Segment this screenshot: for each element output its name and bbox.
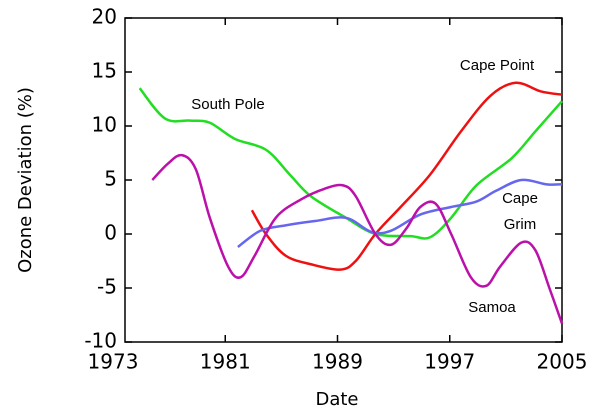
series-line xyxy=(250,81,563,271)
x-tick-label: 1989 xyxy=(312,350,363,374)
y-tick-label: 5 xyxy=(104,167,117,191)
y-tick-label: 20 xyxy=(92,5,117,29)
series-line xyxy=(151,153,564,325)
series-annotation-box: Cape Grim xyxy=(502,190,538,233)
y-tick-label: 0 xyxy=(104,221,117,245)
y-tick-label: -5 xyxy=(97,275,117,299)
x-tick-label: 1981 xyxy=(200,350,251,374)
series-annotation: Samoa xyxy=(468,299,516,316)
x-tick-label: 1997 xyxy=(424,350,475,374)
series-line xyxy=(237,178,563,248)
y-tick-label: -10 xyxy=(84,329,117,353)
y-tick-label: 15 xyxy=(92,59,117,83)
x-axis-title: Date xyxy=(315,389,358,410)
series-annotation: Cape Grim xyxy=(502,190,538,233)
x-tick-label: 1973 xyxy=(88,350,139,374)
series-annotation: Cape Point xyxy=(460,57,535,74)
y-axis-title: Ozone Deviation (%) xyxy=(15,87,36,273)
y-tick-label: 10 xyxy=(92,113,117,137)
series-annotation: South Pole xyxy=(191,96,264,113)
x-tick-label: 2005 xyxy=(537,350,588,374)
